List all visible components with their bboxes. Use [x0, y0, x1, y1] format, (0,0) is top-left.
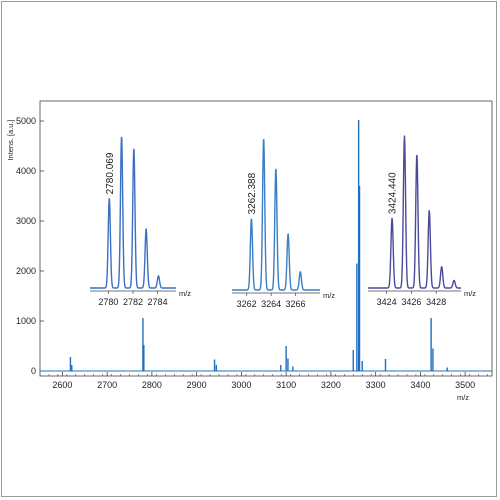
monoisotopic-mass-label: 3424.440 [388, 172, 399, 214]
inset-x-axis-label: m/z [323, 291, 335, 300]
inset-tick-label: 3266 [286, 299, 306, 309]
plot-area-border [39, 100, 493, 377]
inset-3: 3424 3426 3428 m/z 3424.440 [367, 135, 476, 307]
x-tick-label: 3100 [276, 380, 296, 390]
isotope-profile [367, 135, 462, 289]
x-tick-label: 2800 [142, 380, 162, 390]
isotope-profile [231, 138, 321, 291]
x-tick-label: 2700 [97, 380, 117, 390]
x-tick-label: 3400 [410, 380, 430, 390]
inset-tick-label: 3424 [377, 297, 397, 307]
x-tick-label: 3300 [366, 380, 386, 390]
y-tick-label: 5000 [16, 116, 36, 126]
inset-tick-label: 2782 [123, 297, 143, 307]
inset-x-axis-label: m/z [464, 289, 476, 298]
inset-tick-label: 2780 [98, 297, 118, 307]
y-tick-label: 0 [31, 366, 36, 376]
inset-tick-label: 3264 [261, 299, 281, 309]
inset-tick-label: 3262 [237, 299, 257, 309]
y-tick-label: 4000 [16, 166, 36, 176]
x-tick-label: 3200 [321, 380, 341, 390]
y-tick-label: 2000 [16, 266, 36, 276]
x-tick-label: 3500 [455, 380, 475, 390]
inset-tick-label: 3428 [426, 297, 446, 307]
monoisotopic-mass-label: 3262.388 [247, 172, 258, 214]
inset-1: 2780 2782 2784 m/z 2780.069 [89, 136, 191, 307]
x-axis-label: m/z [457, 393, 469, 402]
y-tick-label: 1000 [16, 316, 36, 326]
inset-tick-label: 2784 [148, 297, 168, 307]
x-tick-label: 2600 [52, 380, 72, 390]
x-tick-label: 3000 [231, 380, 251, 390]
inset-tick-label: 3426 [401, 297, 421, 307]
y-tick-label: 3000 [16, 216, 36, 226]
x-tick-label: 2900 [187, 380, 207, 390]
inset-2: 3262 3264 3266 m/z 3262.388 [231, 138, 335, 309]
monoisotopic-mass-label: 2780.069 [105, 152, 116, 194]
y-axis-label: Intens. [a.u.] [6, 119, 15, 160]
main-plot: 0 1000 2000 3000 4000 5000 2600 2700 2800 2900 300… [16, 100, 493, 390]
isotope-profile [89, 136, 177, 289]
inset-x-axis-label: m/z [179, 289, 191, 298]
